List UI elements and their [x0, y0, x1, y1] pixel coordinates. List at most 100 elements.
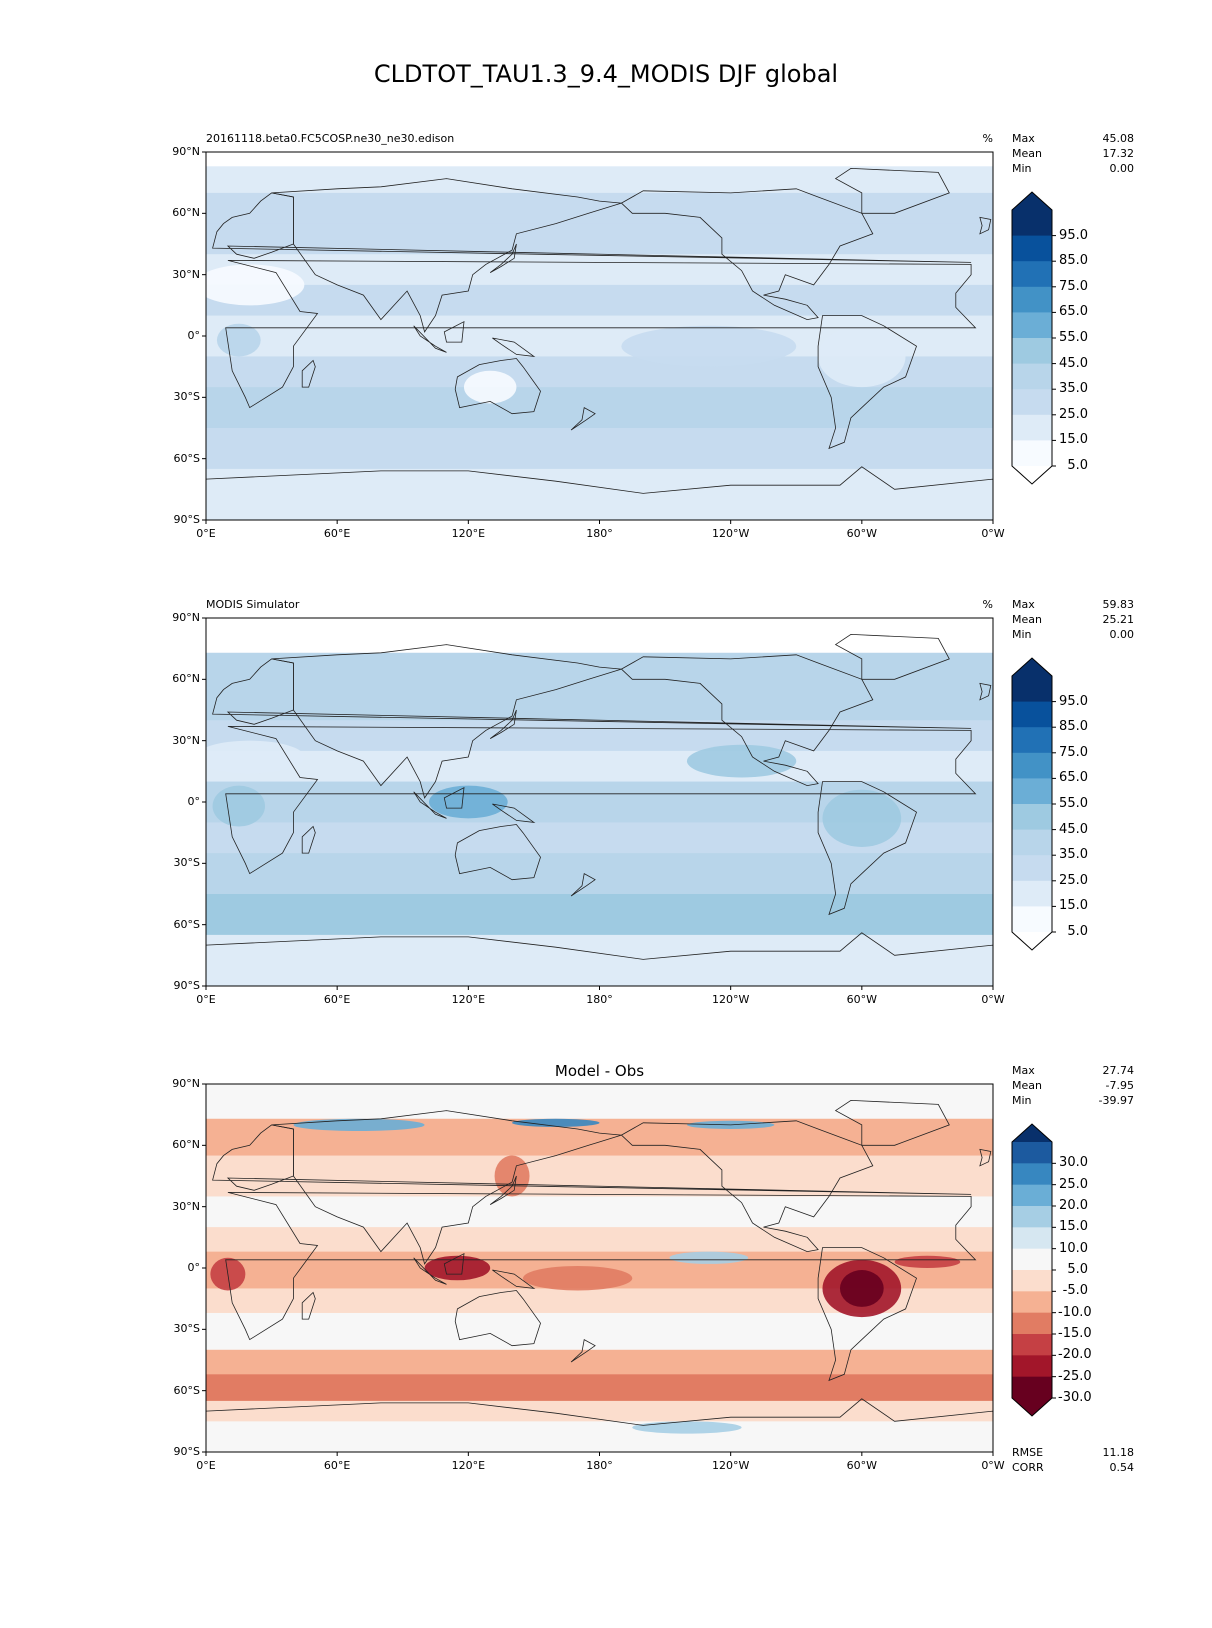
field-band — [206, 853, 993, 895]
stat-value: 59.83 — [1102, 598, 1135, 611]
coastline — [492, 1269, 536, 1289]
colorbar-tick-label: 15.0 — [1059, 432, 1088, 448]
coastline — [301, 359, 316, 388]
field-blob — [686, 744, 797, 778]
stat-value: 27.74 — [1102, 1064, 1135, 1077]
colorbar-segment — [1012, 804, 1052, 831]
stat-label: Max — [1012, 598, 1035, 611]
field-band — [206, 387, 993, 429]
field-band — [206, 152, 993, 168]
field-band — [206, 894, 993, 936]
colorbar-segment — [1012, 261, 1052, 288]
coastline — [443, 1253, 465, 1275]
lat-tick-label: 60°N — [172, 1138, 200, 1152]
coastline — [570, 872, 596, 897]
coastline — [206, 466, 993, 520]
colorbar-tick-label: 25.0 — [1059, 406, 1088, 422]
field-blob — [818, 325, 906, 388]
colorbar-segment — [1012, 312, 1052, 339]
coastline — [413, 1257, 447, 1285]
colorbar-tick-label: 65.0 — [1059, 770, 1088, 786]
coastline — [225, 1192, 977, 1341]
colorbar-tick-label: -15.0 — [1058, 1326, 1092, 1341]
field-blob — [632, 1421, 742, 1434]
colorbar-segment — [1012, 906, 1052, 933]
field-blob — [522, 1265, 633, 1291]
colorbar-segment — [1012, 676, 1052, 703]
stat-label: CORR — [1012, 1461, 1044, 1474]
colorbar-tick-label: 85.0 — [1059, 253, 1088, 269]
colorbar-tick-label: 35.0 — [1059, 847, 1088, 863]
lat-tick-label: 60°S — [173, 451, 200, 465]
colorbar-segment — [1012, 1291, 1052, 1314]
panel-left-title: 20161118.beta0.FC5COSP.ne30_ne30.edison — [206, 132, 455, 145]
field-band — [206, 468, 993, 501]
colorbar-segment — [1012, 1355, 1052, 1378]
colorbar-tick-label: 5.0 — [1067, 458, 1088, 473]
lat-tick-label: 30°N — [172, 1199, 200, 1213]
colorbar-segment — [1012, 389, 1052, 416]
colorbar-tick-label: 45.0 — [1059, 821, 1088, 837]
stat-label: Mean — [1012, 1079, 1042, 1092]
field-blob — [894, 1255, 961, 1269]
colorbar-segment — [1012, 829, 1052, 856]
stat-label: Max — [1012, 132, 1035, 145]
colorbar-extend-bottom — [1012, 1398, 1052, 1416]
field-band — [206, 961, 993, 986]
stat-value: 0.54 — [1109, 1461, 1135, 1474]
coastline — [570, 406, 596, 431]
lat-tick-label: 0° — [187, 329, 201, 342]
stat-label: RMSE — [1012, 1446, 1044, 1459]
colorbar-segment — [1012, 363, 1052, 390]
colorbar — [1011, 1123, 1056, 1417]
colorbar-segment — [1012, 1227, 1052, 1250]
lon-tick-label: 60°E — [323, 527, 351, 540]
coastline — [834, 167, 950, 214]
colorbar-segment — [1012, 1334, 1052, 1356]
field-band — [206, 254, 993, 286]
coastline — [271, 644, 622, 799]
field-band — [206, 428, 993, 470]
stat-label: Mean — [1012, 147, 1042, 160]
stat-label: Max — [1012, 1064, 1035, 1077]
field-band — [206, 499, 993, 520]
stat-value: -39.97 — [1098, 1094, 1134, 1107]
field-band — [206, 1349, 993, 1376]
field-band — [206, 679, 993, 722]
lon-tick-label: 60°W — [846, 993, 878, 1006]
field-blob — [494, 1155, 530, 1197]
stat-value: 17.32 — [1102, 147, 1135, 160]
colorbar-segment — [1012, 1270, 1052, 1292]
panel-center-title: Model - Obs — [554, 1062, 645, 1080]
lon-tick-label: 180° — [586, 527, 613, 540]
lon-tick-label: 120°W — [711, 993, 750, 1006]
stat-label: Min — [1012, 628, 1032, 641]
field-band — [206, 1312, 993, 1351]
field-blob — [463, 370, 517, 404]
lon-tick-label: 0°E — [196, 527, 216, 540]
lat-tick-label: 60°S — [173, 917, 200, 931]
colorbar-tick-label: 20.0 — [1059, 1198, 1088, 1213]
coastline — [454, 358, 541, 415]
stat-value: 45.08 — [1102, 132, 1135, 145]
colorbar-tick-label: 25.0 — [1059, 1176, 1088, 1192]
coastline — [834, 633, 950, 680]
stat-value: 0.00 — [1109, 628, 1135, 641]
colorbar-tick-label: 35.0 — [1059, 381, 1088, 397]
lat-tick-label: 0° — [187, 1261, 201, 1274]
field-band — [206, 223, 993, 256]
colorbar-tick-label: -5.0 — [1062, 1283, 1088, 1299]
coastline — [271, 1110, 622, 1265]
coastline — [454, 824, 541, 881]
colorbar-segment — [1012, 286, 1052, 313]
lat-tick-label: 0° — [187, 795, 201, 808]
lon-tick-label: 0°W — [981, 1459, 1005, 1472]
colorbar-tick-label: -30.0 — [1058, 1390, 1092, 1405]
colorbar-extend-bottom — [1012, 932, 1052, 950]
field-blob — [212, 785, 266, 827]
coastline — [413, 791, 447, 819]
field-band — [206, 750, 993, 783]
coastline — [979, 216, 992, 235]
colorbar-tick-label: 75.0 — [1059, 278, 1088, 294]
